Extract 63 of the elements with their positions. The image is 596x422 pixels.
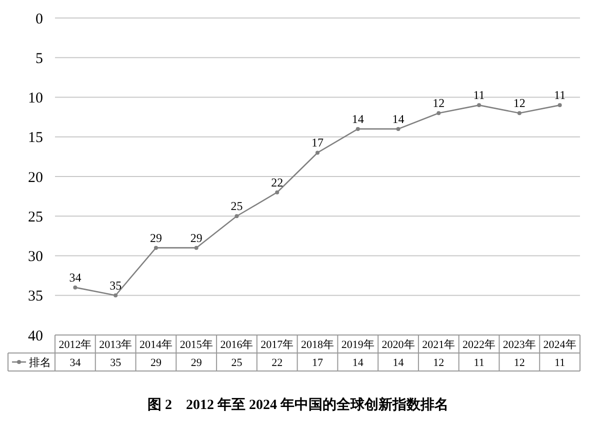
point bbox=[517, 111, 522, 116]
data-label: 25 bbox=[231, 356, 243, 369]
text: 图 2 2012 年至 2024 年中国的全球创新指数排名 bbox=[148, 396, 448, 413]
x-tick-label: 2018年 bbox=[301, 338, 334, 351]
x-tick-label: 2016年 bbox=[220, 338, 254, 351]
annotation: 14 bbox=[352, 112, 364, 126]
data-label: 11 bbox=[474, 356, 484, 369]
y-tick-label: 15 bbox=[28, 130, 43, 146]
annotation: 35 bbox=[110, 278, 122, 292]
x-tick-label: 2015年 bbox=[180, 338, 213, 351]
data-label: 34 bbox=[70, 356, 82, 369]
x-tick-label: 2012年 bbox=[58, 338, 92, 351]
point bbox=[154, 246, 158, 250]
data-label: 11 bbox=[554, 356, 566, 369]
y-tick-label: 25 bbox=[28, 209, 43, 226]
annotation: 14 bbox=[392, 112, 404, 126]
data-label: 17 bbox=[312, 356, 324, 369]
y-tick-label: 35 bbox=[28, 288, 43, 305]
data-label: 12 bbox=[433, 356, 444, 369]
point bbox=[114, 293, 118, 298]
x-tick-label: 2019年 bbox=[341, 338, 374, 351]
point bbox=[316, 150, 320, 155]
annotation: 17 bbox=[312, 136, 324, 150]
data-label: 35 bbox=[110, 356, 122, 369]
point bbox=[477, 103, 482, 108]
annotation: 29 bbox=[150, 230, 162, 245]
annotation: 11 bbox=[554, 88, 566, 102]
data-label: 14 bbox=[352, 356, 364, 369]
y-tick-label: 40 bbox=[28, 328, 43, 344]
x-tick-label: 2022年 bbox=[462, 338, 496, 351]
point bbox=[396, 126, 400, 131]
annotation: 25 bbox=[230, 199, 243, 214]
point bbox=[234, 214, 239, 218]
point bbox=[275, 190, 280, 194]
x-tick-label: 2020年 bbox=[382, 338, 415, 351]
x-tick-label: 2013年 bbox=[99, 338, 132, 351]
x-tick-label: 2023年 bbox=[502, 338, 536, 351]
point bbox=[73, 285, 78, 290]
x-tick-label: 2017年 bbox=[260, 338, 294, 351]
y-tick-label: 10 bbox=[28, 90, 43, 106]
x-tick-label: 2021年 bbox=[422, 338, 456, 351]
data-label: 22 bbox=[272, 356, 283, 369]
y-tick-label: 30 bbox=[28, 249, 43, 265]
x-tick-label: 2014年 bbox=[139, 338, 172, 351]
annotation: 34 bbox=[69, 270, 82, 284]
point bbox=[356, 126, 360, 131]
point bbox=[558, 103, 562, 108]
point bbox=[194, 246, 198, 250]
annotation: 12 bbox=[432, 96, 445, 110]
data-label: 29 bbox=[150, 356, 162, 369]
x-tick-label: 2024年 bbox=[543, 338, 576, 351]
data-label: 12 bbox=[514, 356, 525, 369]
y-tick-label: 5 bbox=[36, 50, 43, 67]
legend-label: 排名 bbox=[29, 356, 51, 369]
annotation: 22 bbox=[271, 175, 284, 190]
data-label: 29 bbox=[190, 356, 202, 369]
y-tick-label: 0 bbox=[36, 11, 43, 28]
point bbox=[436, 111, 441, 116]
annotation: 29 bbox=[190, 230, 202, 245]
annotation: 12 bbox=[513, 96, 526, 110]
annotation: 11 bbox=[473, 88, 485, 102]
data-label: 14 bbox=[392, 356, 404, 369]
y-tick-label: 20 bbox=[28, 170, 43, 186]
